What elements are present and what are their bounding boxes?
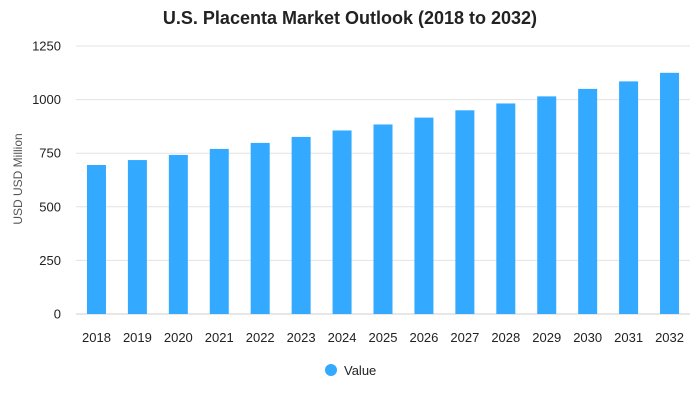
y-tick-label: 250 [39, 253, 61, 268]
x-tick-label: 2031 [614, 330, 643, 345]
y-tick-label: 0 [54, 307, 61, 322]
bar-2027[interactable] [455, 110, 475, 314]
legend-swatch-value [325, 364, 337, 376]
x-tick-label: 2026 [409, 330, 438, 345]
bar-2031[interactable] [619, 81, 639, 314]
bar-2025[interactable] [373, 124, 393, 314]
x-tick-label: 2019 [123, 330, 152, 345]
x-tick-label: 2020 [164, 330, 193, 345]
x-tick-label: 2025 [369, 330, 398, 345]
bar-2020[interactable] [168, 154, 188, 314]
y-axis-label: USD USD Million [11, 133, 25, 224]
chart-title: U.S. Placenta Market Outlook (2018 to 20… [163, 8, 537, 28]
legend-label-value: Value [344, 363, 376, 378]
bar-2030[interactable] [578, 88, 598, 314]
bar-2021[interactable] [209, 148, 229, 314]
x-tick-label: 2024 [328, 330, 357, 345]
x-axis-ticks: 2018 2019 2020 2021 2022 2023 2024 2025 2026 2027… [82, 330, 684, 345]
x-tick-label: 2023 [287, 330, 316, 345]
x-tick-label: 2030 [573, 330, 602, 345]
x-tick-label: 2018 [82, 330, 111, 345]
bar-2026[interactable] [414, 117, 434, 315]
y-tick-label: 500 [39, 199, 61, 214]
bar-2018[interactable] [86, 164, 106, 314]
y-tick-label: 1000 [32, 92, 61, 107]
y-tick-label: 750 [39, 146, 61, 161]
bar-2032[interactable] [660, 72, 680, 314]
bar-2023[interactable] [291, 136, 311, 314]
x-tick-label: 2027 [450, 330, 479, 345]
y-tick-label: 1250 [32, 39, 61, 54]
x-tick-label: 2032 [655, 330, 684, 345]
bar-2024[interactable] [332, 130, 352, 314]
y-axis-ticks: 0 250 500 750 1000 1250 [32, 39, 61, 322]
x-tick-label: 2029 [532, 330, 561, 345]
x-tick-label: 2028 [491, 330, 520, 345]
bar-2022[interactable] [250, 142, 270, 314]
bars [86, 72, 680, 315]
bar-2029[interactable] [537, 96, 557, 314]
bar-2028[interactable] [496, 103, 516, 314]
legend[interactable]: Value [325, 363, 376, 378]
x-tick-label: 2022 [246, 330, 275, 345]
bar-2019[interactable] [127, 160, 147, 314]
x-tick-label: 2021 [205, 330, 234, 345]
